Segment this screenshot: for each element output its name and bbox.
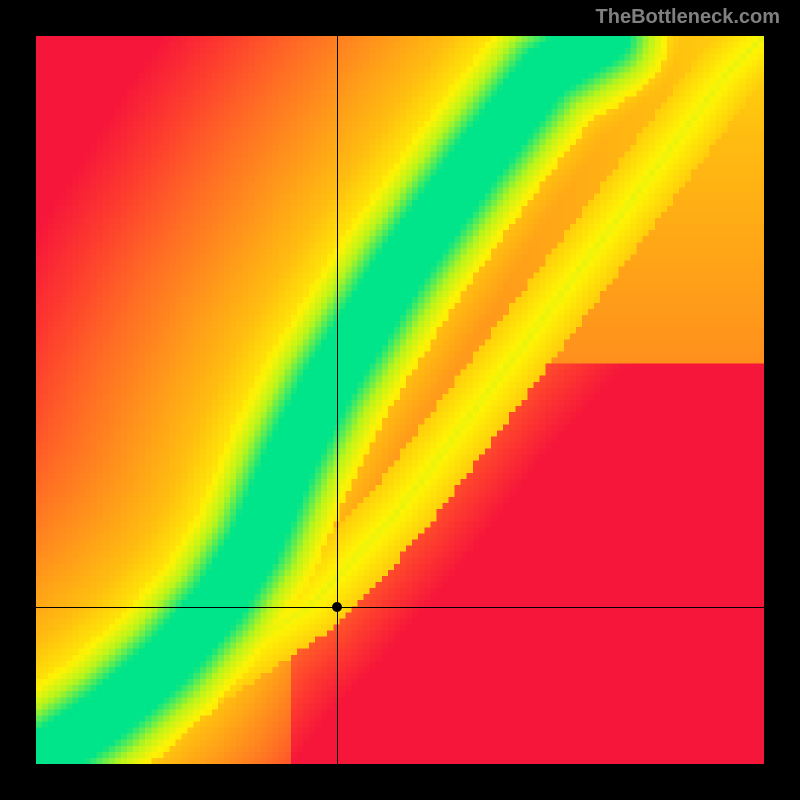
crosshair-horizontal xyxy=(36,607,764,608)
watermark-text: TheBottleneck.com xyxy=(596,6,780,29)
crosshair-vertical xyxy=(337,36,338,764)
heatmap-canvas xyxy=(36,36,764,764)
plot-area xyxy=(36,36,764,764)
crosshair-point xyxy=(332,602,342,612)
